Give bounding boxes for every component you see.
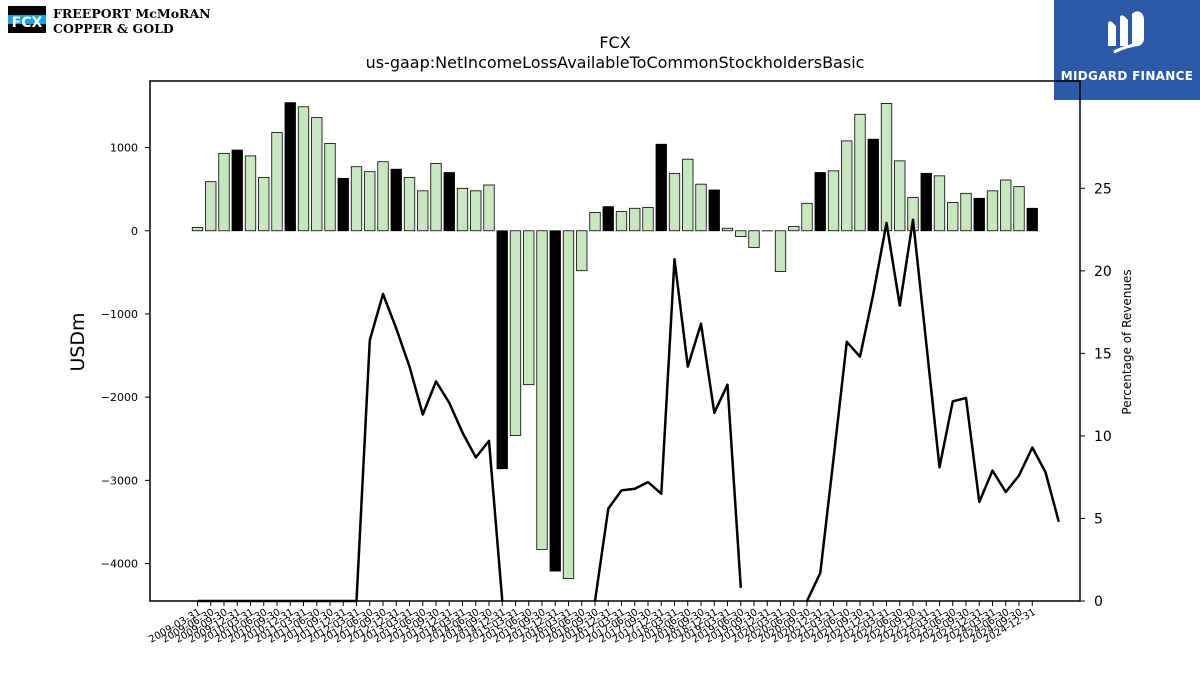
bar-2014-09-30 [483,184,495,232]
y-tick-label: 0 [131,225,138,238]
bar-2015-12-31 [549,230,561,572]
bar-2012-03-31 [350,166,363,232]
freeport-logo: FCX FREEPORT McMoRAN COPPER & GOLD [8,6,218,40]
bar-2022-12-31 [920,172,932,232]
bar-2024-06-30 [1000,179,1012,232]
bar-2023-09-30 [960,192,972,232]
freeport-logo-mark: FCX FREEPORT McMoRAN COPPER & GOLD [8,6,211,36]
y-tick-label: 1000 [110,142,138,155]
bar-2024-12-31 [1026,207,1038,232]
bar-2017-06-30 [629,207,641,232]
bar-2015-06-30 [523,230,535,386]
bar-2011-12-31 [337,177,349,232]
bar-2013-03-31 [403,177,416,232]
bar-2011-09-30 [324,142,336,232]
bar-2011-06-30 [311,117,323,232]
pct-revenues-line [197,218,1061,603]
bar-2014-06-30 [470,190,482,232]
bar-2009-03-31 [191,227,204,232]
bar-2010-12-31 [284,102,296,232]
bar-2012-09-30 [377,161,389,232]
bar-2021-06-30 [841,140,853,232]
midgard-mark-icon [1108,11,1144,54]
bar-2012-12-31 [390,168,402,232]
bar-2024-03-31 [986,190,999,232]
line-series [197,218,1061,603]
bar-2018-12-31 [708,189,720,232]
y2-tick-label: 5 [1094,511,1103,527]
bar-2014-12-31 [496,230,508,470]
bar-2022-06-30 [894,160,906,232]
bar-2021-09-30 [854,113,866,232]
bar-2018-06-30 [682,158,694,232]
bar-2016-09-30 [589,212,601,232]
midgard-finance-logo: MIDGARD FINANCE [1054,0,1200,100]
midgard-finance-text: MIDGARD FINANCE [1060,69,1194,83]
y-axis-label: USDm [67,312,89,371]
bar-2020-03-31 [774,230,787,272]
y-tick-label: −3000 [101,474,138,487]
bar-2021-03-31 [827,170,840,232]
bar-2023-12-31 [973,197,985,232]
bar-2014-03-31 [456,187,469,232]
y2-tick-label: 0 [1094,594,1103,610]
bar-2017-03-31 [615,211,628,232]
bar-2012-06-30 [364,171,376,232]
bar-2009-06-30 [205,181,217,232]
bar-2021-12-31 [867,138,879,232]
chart-title: FCX [599,33,630,52]
freeport-logo-letters: FCX [12,15,43,31]
y2-tick-label: 10 [1094,429,1112,445]
bar-2020-06-30 [788,226,800,232]
y2-axis-ticks: 0 5 10 15 20 25 [1080,181,1112,610]
bar-2015-03-31 [509,230,522,436]
chart-subtitle: us-gaap:NetIncomeLossAvailableToCommonSt… [366,53,865,72]
bar-2010-06-30 [258,177,270,232]
freeport-logo-line1: FREEPORT McMoRAN [53,6,211,21]
y2-tick-label: 15 [1094,346,1112,362]
bar-2010-03-31 [244,155,257,232]
bar-series [191,102,1038,579]
bar-2009-09-30 [218,152,230,232]
bar-2023-03-31 [933,175,946,232]
bar-2019-09-30 [748,230,760,248]
plot-frame [149,80,1081,602]
bar-2017-09-30 [642,207,654,232]
bar-2010-09-30 [271,132,283,232]
y-tick-label: −2000 [101,391,138,404]
bar-2011-03-31 [297,106,310,232]
bar-2013-09-30 [430,162,442,232]
bar-2017-12-31 [655,143,667,232]
x-axis-ticks: 2009-03-312009-06-302009-09-302009-12-31… [147,601,1038,646]
y-tick-label: −1000 [101,308,138,321]
bar-2013-06-30 [417,190,429,232]
bar-2016-06-30 [576,230,588,272]
bar-2015-09-30 [536,230,548,550]
bar-2016-12-31 [602,206,614,232]
bar-2018-03-31 [668,172,681,232]
bar-2013-12-31 [443,172,455,232]
bar-2022-03-31 [880,103,893,232]
bar-2020-09-30 [801,202,813,232]
y-tick-label: −4000 [101,558,138,571]
bar-2018-09-30 [695,183,707,232]
y2-tick-label: 25 [1094,181,1112,197]
bar-2023-06-30 [947,202,959,232]
bar-2024-09-30 [1013,186,1025,232]
y-axis-ticks: −4000 −3000 −2000 −1000 0 1000 [101,142,150,571]
y2-tick-label: 20 [1094,264,1112,280]
y2-axis-label: Percentage of Revenues [1120,269,1134,414]
freeport-logo-line2: COPPER & GOLD [53,21,174,36]
bar-2009-12-31 [231,149,243,232]
bar-2016-03-31 [562,230,575,579]
bar-2019-06-30 [735,230,747,237]
bar-2019-03-31 [721,227,734,232]
bar-2020-12-31 [814,172,826,232]
